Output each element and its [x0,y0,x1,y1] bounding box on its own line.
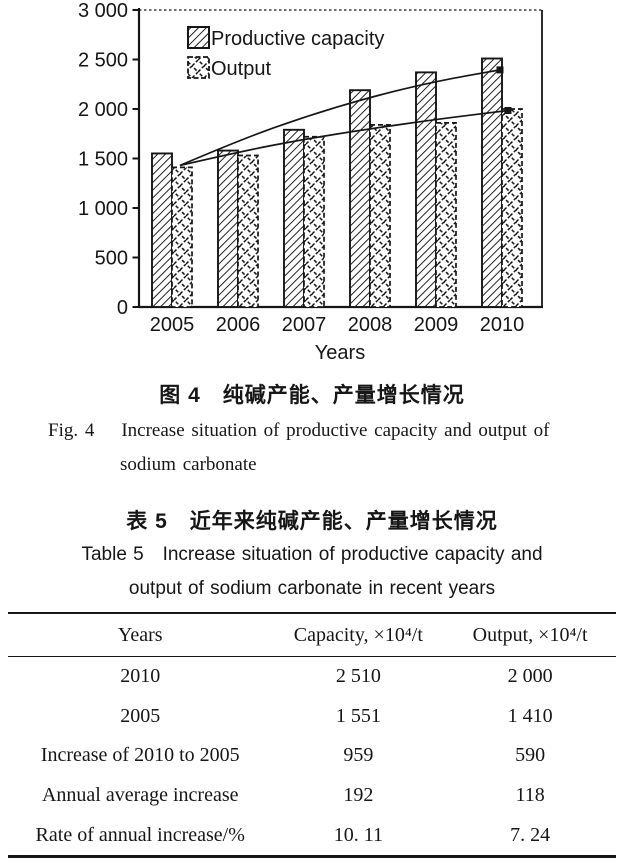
table-cell: 2 000 [507,665,553,688]
table-5: Years Capacity, ×10⁴/t Output, ×10⁴/t 2010 2… [8,612,616,858]
capacity-bar [283,128,305,308]
trend-end-marker [496,66,504,74]
legend-label-output: Output [211,58,271,80]
legend-item-output: Output [187,56,271,80]
capacity-bar [217,149,239,308]
figure-caption-cn: 图 4 纯碱产能、产量增长情况 [159,384,465,407]
table-header-cell: Capacity, ×10⁴/t [293,623,423,646]
capacity-swatch-icon [187,26,210,49]
table-cell: 1 410 [507,704,553,727]
capacity-bar [415,71,437,308]
table-header-row: Years Capacity, ×10⁴/t Output, ×10⁴/t [8,614,616,657]
legend-item-productive-capacity: Productive capacity [187,26,384,50]
output-swatch-icon [187,56,210,79]
table-cell: 590 [515,744,546,767]
table-cell: 2010 [120,665,161,688]
x-tick-label: 2008 [348,314,393,336]
capacity-trend-line [179,69,501,167]
output-bar [501,108,523,308]
output-bar [369,123,391,308]
figure-caption-en-line1: Fig. 4 Increase situation of productive … [48,420,550,441]
table-row: 2005 1 551 1 410 [8,697,616,737]
figure-4-chart: 0 500 1 000 1 500 2 000 2 500 3 000 2005 2006 200… [78,0,543,364]
table-cell: Annual average increase [41,784,239,807]
table-cell: 7. 24 [510,823,551,846]
x-tick-label: 2007 [282,314,327,336]
output-bar [303,135,325,308]
table-cell: Rate of annual increase/% [35,823,245,846]
trend-end-marker [504,106,512,114]
x-tick-label: 2006 [216,314,261,336]
legend: Productive capacity Output [187,26,384,80]
table-cell: 192 [343,784,374,807]
capacity-bar [349,89,371,308]
output-bar [171,166,193,308]
table-cell: Increase of 2010 to 2005 [40,744,240,767]
capacity-bar [151,152,173,308]
x-tick-label: 2009 [414,314,459,336]
table-cell: 118 [515,784,545,807]
table-cell: 2005 [120,704,161,727]
table-row: Rate of annual increase/% 10. 11 7. 24 [8,815,616,855]
table-cell: 10. 11 [333,823,383,846]
table-cell: 959 [343,744,374,767]
y-tick-label: 1 500 [78,149,128,171]
table-caption-en-line1: Table 5 Increase situation of productive… [81,544,543,565]
table-header-cell: Years [117,623,163,646]
table-row: Increase of 2010 to 2005 959 590 [8,736,616,776]
table-caption-en-line2: output of sodium carbonate in recent yea… [128,578,496,599]
x-tick-label: 2010 [480,314,525,336]
y-tick-label: 500 [95,248,128,270]
table-header-cell: Output, ×10⁴/t [472,623,588,646]
table-row: 2010 2 510 2 000 [8,657,616,697]
table-cell: 1 551 [335,704,381,727]
output-bar [435,122,457,308]
y-tick-label: 3 000 [78,0,128,22]
legend-label-capacity: Productive capacity [211,28,384,50]
figure-caption-en-line2: sodium carbonate [120,454,257,475]
y-tick-label: 0 [117,297,128,319]
y-tick-label: 2 000 [78,99,128,121]
table-cell: 2 510 [335,665,381,688]
table-caption-cn: 表 5 近年来纯碱产能、产量增长情况 [126,510,498,533]
table-row: Annual average increase 192 118 [8,776,616,816]
x-tick-label: 2005 [150,314,195,336]
y-tick-label: 2 500 [78,50,128,72]
y-tick-label: 1 000 [78,198,128,220]
output-bar [237,154,259,308]
output-trend-line [179,109,509,167]
capacity-bar [481,57,503,308]
x-axis-title: Years [315,342,365,364]
